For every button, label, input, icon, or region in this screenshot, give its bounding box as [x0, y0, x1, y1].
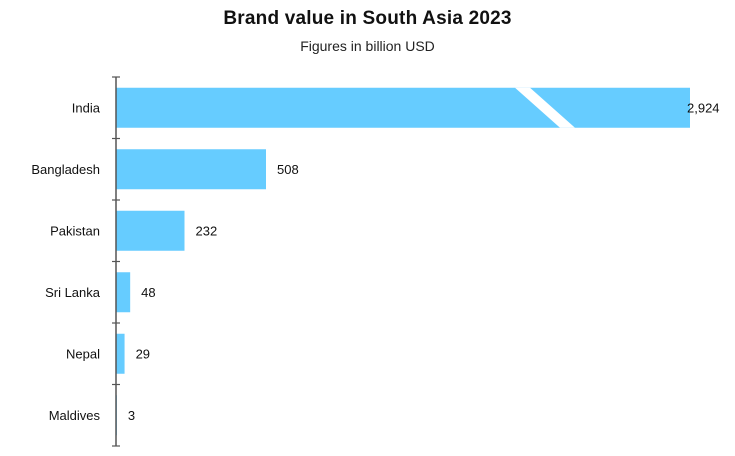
bar-nepal	[116, 333, 125, 374]
category-label: Nepal	[66, 346, 100, 361]
bar-sri-lanka	[116, 272, 131, 313]
bar-pakistan	[116, 210, 185, 251]
category-label: India	[72, 100, 101, 115]
category-label: Bangladesh	[31, 162, 100, 177]
value-label: 232	[196, 223, 218, 238]
value-label: 29	[136, 346, 150, 361]
category-label: Maldives	[49, 408, 101, 423]
chart-subtitle: Figures in billion USD	[300, 38, 435, 54]
value-label: 48	[141, 285, 155, 300]
bars-group	[116, 87, 690, 436]
value-label: 3	[128, 408, 135, 423]
value-label: 508	[277, 162, 299, 177]
category-label: Pakistan	[50, 223, 100, 238]
y-axis	[112, 76, 120, 447]
bar-bangladesh	[116, 149, 266, 190]
bar-india	[116, 87, 690, 128]
chart-title: Brand value in South Asia 2023	[223, 8, 512, 29]
category-label: Sri Lanka	[45, 285, 101, 300]
axis-break-mark	[515, 87, 575, 128]
labels-group: India 2,924 Bangladesh 508 Pakistan 232 Sri La…	[31, 100, 719, 423]
value-label: 2,924	[687, 100, 720, 115]
